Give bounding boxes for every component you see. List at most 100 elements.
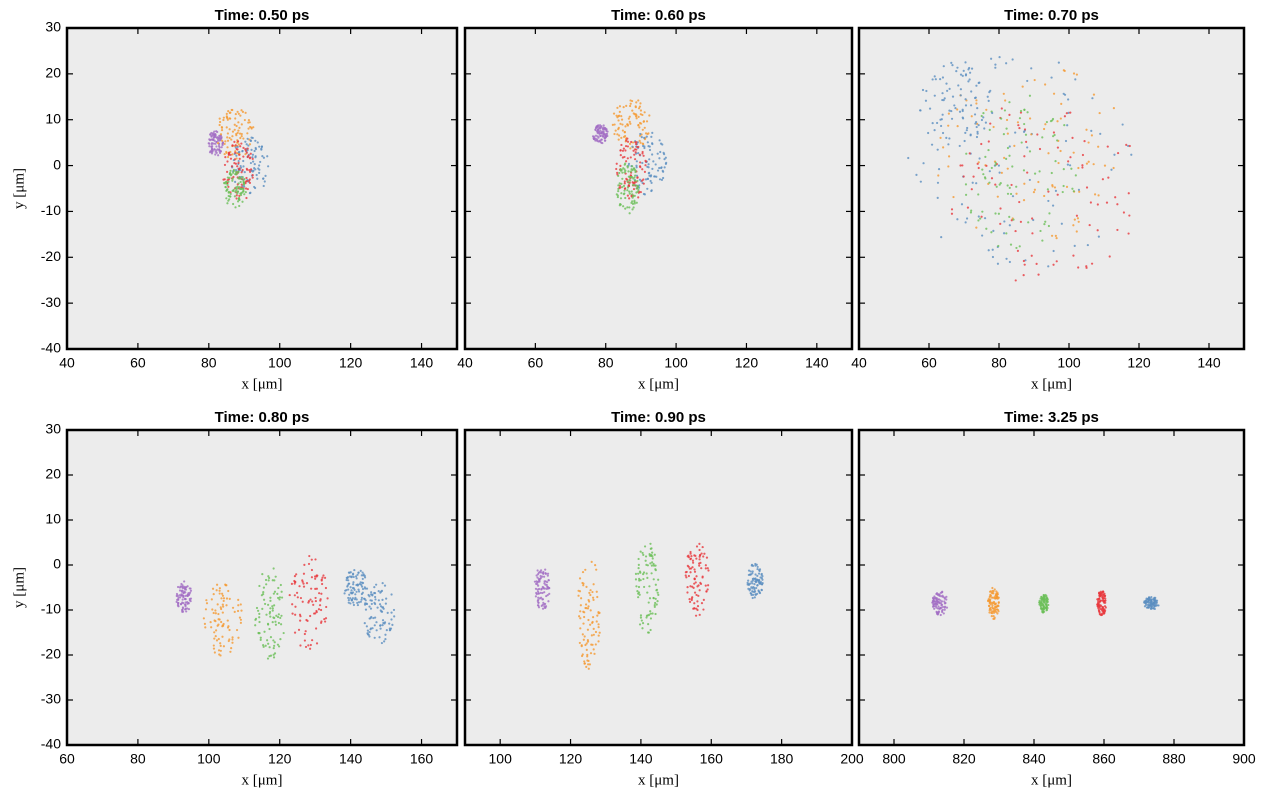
particle	[256, 177, 259, 180]
particle	[595, 620, 598, 623]
particle	[309, 647, 312, 650]
particle	[1102, 590, 1105, 593]
particle	[754, 577, 757, 580]
particle	[939, 124, 943, 128]
particle	[299, 619, 302, 622]
particle	[990, 615, 993, 618]
particle	[278, 598, 281, 601]
particle	[1127, 192, 1130, 195]
particle	[650, 553, 653, 557]
particle	[373, 624, 376, 627]
particle	[642, 553, 645, 557]
particle	[1061, 190, 1064, 194]
particle	[616, 133, 619, 136]
particle	[228, 111, 231, 115]
particle	[646, 187, 649, 190]
particle	[960, 203, 964, 206]
particle	[1028, 94, 1032, 97]
particle	[231, 606, 235, 609]
particle	[614, 129, 617, 132]
x-tick-label: 80	[201, 355, 217, 371]
particle	[580, 597, 583, 600]
particle	[650, 547, 653, 550]
particle	[695, 593, 698, 597]
particle	[234, 162, 238, 165]
particle	[1104, 606, 1107, 609]
particle	[991, 592, 994, 595]
particle	[212, 138, 215, 141]
particle	[244, 191, 247, 194]
particle	[1044, 593, 1047, 597]
particle	[941, 113, 944, 116]
particle	[226, 118, 229, 121]
particle	[545, 594, 548, 598]
particle	[654, 612, 657, 616]
particle	[262, 590, 265, 594]
particle	[635, 174, 639, 177]
particle	[991, 248, 994, 251]
particle	[232, 189, 235, 192]
particle	[234, 169, 238, 172]
particle	[1051, 204, 1055, 207]
particle	[381, 623, 384, 627]
particle	[592, 627, 595, 630]
particle	[937, 593, 940, 597]
particle	[277, 645, 281, 648]
particle	[937, 605, 940, 608]
particle	[624, 144, 628, 148]
particle	[322, 574, 325, 577]
particle	[1005, 232, 1008, 235]
particle	[237, 121, 240, 124]
particle	[237, 598, 240, 602]
particle	[1145, 606, 1149, 609]
particle	[990, 231, 993, 234]
particle	[258, 584, 261, 588]
particle	[239, 164, 242, 168]
x-tick-label: 200	[840, 751, 864, 767]
particle	[632, 187, 636, 191]
particle	[298, 585, 301, 588]
plot-background	[67, 28, 457, 349]
particle	[189, 591, 192, 594]
particle	[706, 588, 709, 591]
particle	[1054, 160, 1057, 163]
particle	[236, 110, 239, 113]
particle	[617, 187, 620, 191]
particle	[315, 642, 319, 645]
particle	[977, 124, 980, 127]
particle	[367, 633, 370, 636]
particle	[589, 609, 592, 612]
particle	[359, 581, 362, 584]
panel-title: Time: 3.25 ps	[1004, 409, 1099, 426]
particle	[647, 613, 651, 616]
particle	[590, 634, 593, 637]
particle	[977, 161, 980, 164]
particle	[269, 654, 273, 657]
particle	[1156, 604, 1159, 607]
particle	[373, 636, 376, 639]
particle	[1090, 129, 1093, 132]
particle	[239, 114, 242, 117]
particle	[1097, 599, 1100, 602]
particle	[357, 571, 360, 574]
particle	[1077, 220, 1080, 223]
particle	[184, 594, 187, 597]
particle	[698, 542, 701, 546]
particle	[971, 181, 974, 184]
particle	[936, 181, 940, 184]
particle	[356, 601, 359, 604]
particle	[1030, 254, 1033, 257]
particle	[633, 179, 637, 182]
particle	[179, 603, 183, 606]
particle	[1100, 613, 1103, 617]
particle	[1013, 144, 1016, 147]
particles	[907, 56, 1133, 282]
particle	[240, 177, 243, 181]
particle	[390, 618, 393, 621]
particle	[592, 583, 595, 586]
particle	[693, 578, 696, 581]
particle	[218, 589, 221, 592]
particle	[1011, 58, 1014, 61]
particle	[1065, 112, 1068, 115]
y-axis-label: y [μm]	[11, 168, 27, 209]
